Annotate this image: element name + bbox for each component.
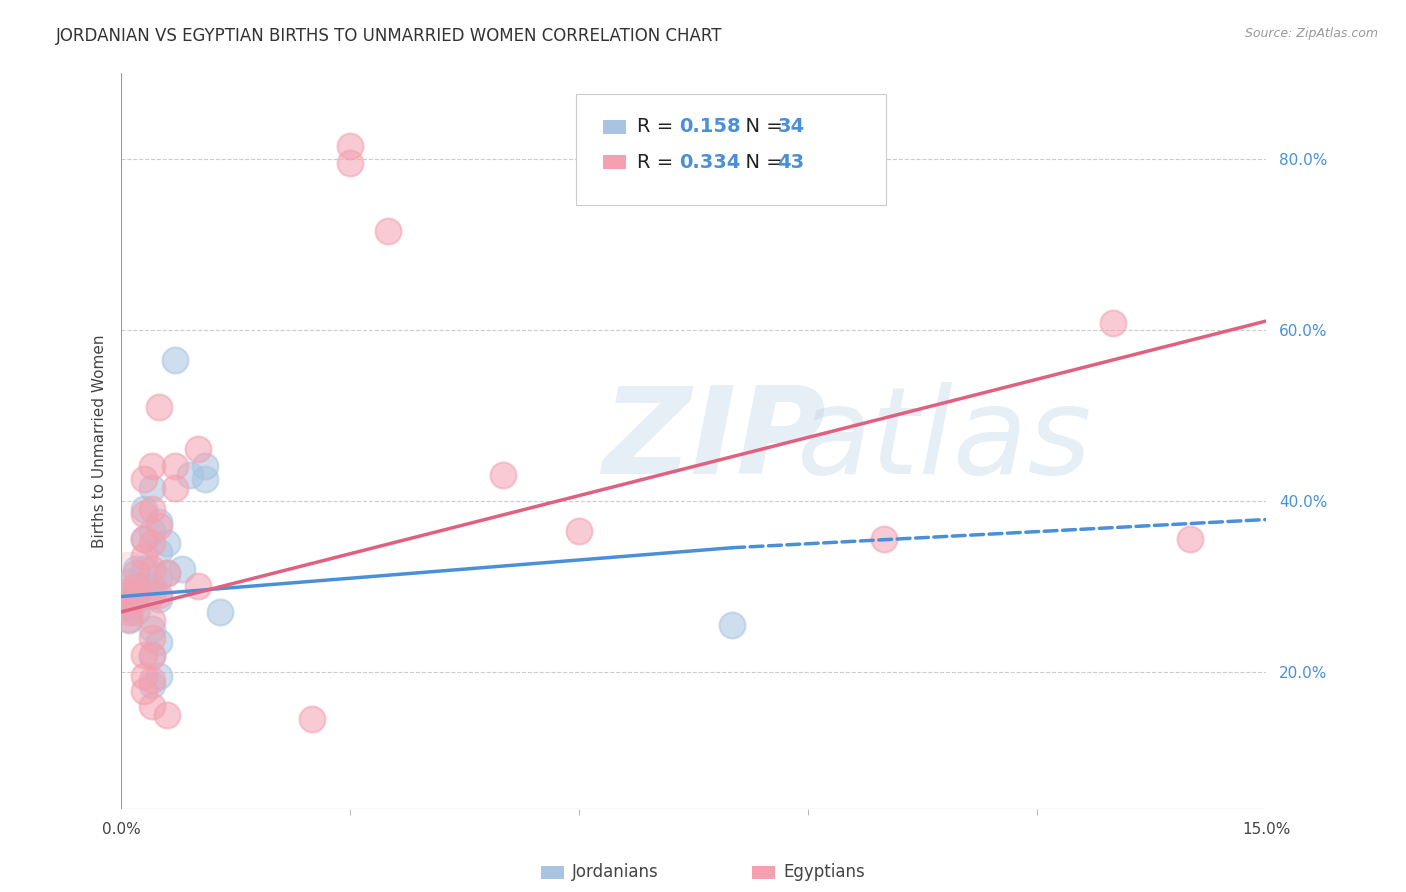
Point	[141, 673, 163, 688]
Point	[148, 635, 170, 649]
Point	[125, 590, 148, 604]
Point	[118, 596, 141, 610]
Point	[141, 631, 163, 645]
Point	[141, 536, 163, 550]
Point	[148, 669, 170, 683]
Point	[179, 468, 201, 483]
Point	[156, 566, 179, 581]
Y-axis label: Births to Unmarried Women: Births to Unmarried Women	[93, 334, 107, 548]
Point	[125, 562, 148, 576]
Point	[720, 617, 742, 632]
Point	[163, 352, 186, 367]
Point	[134, 549, 156, 564]
Point	[134, 472, 156, 486]
Text: Source: ZipAtlas.com: Source: ZipAtlas.com	[1244, 27, 1378, 40]
Point	[148, 588, 170, 602]
Point	[125, 605, 148, 619]
Point	[148, 515, 170, 529]
Point	[134, 507, 156, 521]
Point	[141, 614, 163, 628]
Point	[134, 683, 156, 698]
Point	[141, 562, 163, 576]
Point	[148, 545, 170, 559]
Point	[163, 481, 186, 495]
Point	[141, 698, 163, 713]
Point	[134, 648, 156, 662]
Point	[209, 605, 232, 619]
Point	[301, 712, 323, 726]
Text: R =: R =	[637, 117, 679, 136]
Point	[339, 138, 361, 153]
Point	[118, 583, 141, 598]
Point	[141, 524, 163, 538]
Text: R =: R =	[637, 153, 679, 172]
Text: Egyptians: Egyptians	[783, 863, 865, 881]
Point	[141, 459, 163, 474]
Point	[1102, 316, 1125, 330]
Point	[125, 592, 148, 607]
Point	[492, 468, 515, 483]
Point	[194, 459, 217, 474]
Point	[141, 588, 163, 602]
Point	[156, 707, 179, 722]
Point	[141, 502, 163, 516]
Point	[125, 566, 148, 581]
Text: Jordanians: Jordanians	[572, 863, 659, 881]
Text: N =: N =	[733, 117, 789, 136]
Text: JORDANIAN VS EGYPTIAN BIRTHS TO UNMARRIED WOMEN CORRELATION CHART: JORDANIAN VS EGYPTIAN BIRTHS TO UNMARRIE…	[56, 27, 723, 45]
Text: 0.334: 0.334	[679, 153, 741, 172]
Point	[134, 502, 156, 516]
Point	[172, 562, 194, 576]
Text: 0.158: 0.158	[679, 117, 741, 136]
Text: ZIP: ZIP	[602, 383, 825, 500]
Point	[141, 648, 163, 662]
Point	[134, 669, 156, 683]
Point	[125, 583, 148, 598]
Point	[118, 574, 141, 589]
Point	[141, 579, 163, 593]
Point	[118, 612, 141, 626]
Point	[141, 678, 163, 692]
Point	[118, 579, 141, 593]
Text: 34: 34	[778, 117, 804, 136]
Point	[134, 532, 156, 546]
Point	[156, 536, 179, 550]
Text: N =: N =	[733, 153, 789, 172]
Point	[186, 579, 208, 593]
Point	[148, 592, 170, 607]
Point	[134, 562, 156, 576]
Point	[134, 532, 156, 546]
Point	[141, 649, 163, 664]
Point	[148, 571, 170, 585]
Point	[377, 224, 399, 238]
Point	[194, 472, 217, 486]
Point	[186, 442, 208, 457]
Point	[148, 519, 170, 533]
Point	[118, 588, 141, 602]
Point	[1178, 532, 1201, 546]
Point	[134, 579, 156, 593]
Point	[156, 566, 179, 581]
Point	[125, 579, 148, 593]
Point	[568, 524, 591, 538]
Point	[339, 156, 361, 170]
Point	[163, 459, 186, 474]
Text: 43: 43	[778, 153, 804, 172]
Point	[141, 622, 163, 636]
Point	[118, 600, 141, 615]
Point	[873, 532, 896, 546]
Text: atlas: atlas	[797, 383, 1092, 500]
Point	[148, 400, 170, 414]
Point	[118, 614, 141, 628]
Point	[118, 605, 141, 619]
Point	[141, 481, 163, 495]
